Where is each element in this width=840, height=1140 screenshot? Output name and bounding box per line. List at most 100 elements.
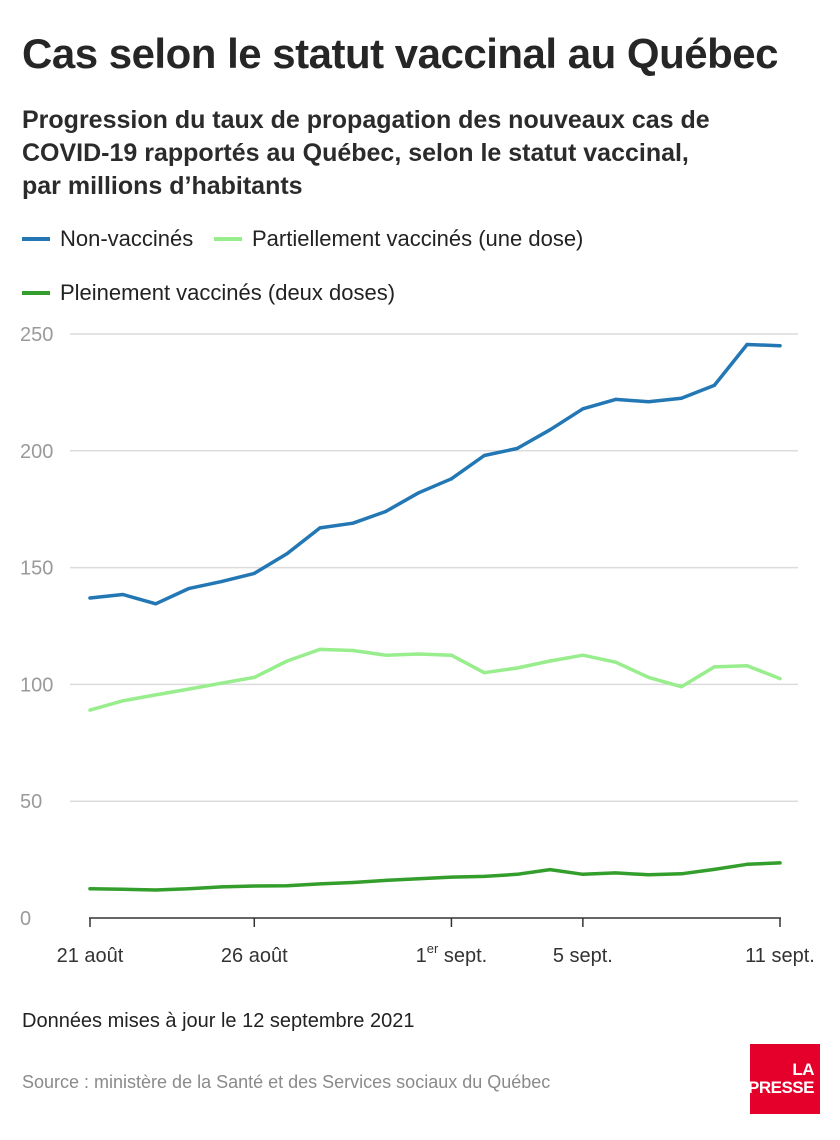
data-point bbox=[416, 491, 421, 495]
legend-item-non-vaccines: Non-vaccinés bbox=[22, 226, 193, 252]
grid: 0 50 100 150 200 250 bbox=[20, 324, 798, 930]
data-point bbox=[351, 521, 355, 525]
data-point bbox=[318, 647, 322, 651]
data-point bbox=[482, 671, 486, 675]
data-point bbox=[646, 400, 651, 404]
data-point bbox=[614, 871, 618, 875]
data-point bbox=[778, 676, 782, 681]
data-point bbox=[745, 664, 749, 668]
y-tick-label: 250 bbox=[20, 324, 53, 346]
data-point bbox=[285, 884, 289, 888]
data-point bbox=[745, 862, 749, 866]
data-point bbox=[449, 477, 454, 481]
data-point bbox=[154, 602, 158, 606]
data-point bbox=[548, 428, 552, 432]
y-tick-label: 200 bbox=[20, 441, 53, 463]
data-point bbox=[679, 872, 684, 876]
data-point bbox=[581, 653, 585, 657]
legend-label: Pleinement vaccinés (deux doses) bbox=[60, 280, 396, 305]
data-point bbox=[745, 342, 749, 347]
data-point bbox=[88, 887, 92, 891]
y-tick-label: 50 bbox=[20, 791, 42, 813]
data-point bbox=[449, 653, 454, 657]
data-point bbox=[318, 882, 322, 886]
data-point bbox=[384, 509, 388, 514]
series-line-2 bbox=[88, 861, 782, 892]
legend-swatch bbox=[22, 237, 50, 241]
data-point bbox=[351, 880, 355, 885]
legend-item-partiellement-vaccines: Partiellement vaccinés (une dose) bbox=[214, 226, 583, 252]
data-point bbox=[252, 675, 256, 679]
data-point bbox=[515, 446, 519, 451]
data-point bbox=[614, 397, 618, 402]
x-tick-label: 21 août bbox=[57, 945, 124, 967]
data-point bbox=[646, 873, 651, 877]
y-tick-label: 100 bbox=[20, 674, 53, 696]
data-point bbox=[219, 681, 224, 685]
x-tick-label: 1er sept. bbox=[416, 941, 488, 967]
data-point bbox=[88, 596, 92, 600]
series-line-0 bbox=[88, 342, 782, 606]
x-axis: 21 août 26 août 1er sept. 5 sept. 11 sept. bbox=[57, 917, 815, 967]
line-chart: 0 50 100 150 200 250 21 août 26 août 1er sept. 5… bbox=[20, 324, 815, 967]
data-point bbox=[712, 383, 716, 387]
legend-swatch bbox=[22, 291, 50, 295]
legend-swatch bbox=[214, 237, 242, 241]
data-point bbox=[449, 875, 454, 879]
data-point bbox=[88, 708, 92, 712]
x-tick-label: 26 août bbox=[221, 945, 288, 967]
data-point bbox=[581, 407, 585, 411]
la-presse-logo: LA PRESSE bbox=[748, 1044, 820, 1114]
data-point bbox=[581, 872, 585, 876]
data-point bbox=[482, 453, 486, 458]
data-point bbox=[186, 887, 191, 891]
data-point bbox=[121, 887, 125, 891]
chart-subtitle: Progression du taux de propagation des n… bbox=[22, 106, 710, 200]
data-point bbox=[154, 693, 158, 697]
data-point bbox=[121, 699, 125, 703]
data-point bbox=[252, 571, 256, 576]
data-point bbox=[219, 580, 224, 584]
y-tick-label: 150 bbox=[20, 558, 53, 580]
data-point bbox=[515, 872, 519, 876]
data-point bbox=[154, 888, 158, 892]
data-point bbox=[186, 587, 191, 591]
data-point bbox=[712, 867, 716, 872]
data-point bbox=[482, 874, 486, 879]
data-point bbox=[252, 884, 256, 888]
data-point bbox=[285, 659, 289, 663]
x-tick-label: 11 sept. bbox=[745, 945, 815, 967]
data-point bbox=[778, 861, 782, 865]
data-point bbox=[186, 687, 191, 691]
chart-title: Cas selon le statut vaccinal au Québec bbox=[22, 30, 778, 77]
x-tick-label: 5 sept. bbox=[553, 945, 613, 967]
update-note: Données mises à jour le 12 septembre 202… bbox=[22, 1010, 415, 1032]
data-point bbox=[548, 868, 552, 872]
legend-item-pleinement-vaccines: Pleinement vaccinés (deux doses) bbox=[22, 280, 395, 306]
logo-line-1: LA bbox=[792, 1060, 814, 1079]
legend-label: Non-vaccinés bbox=[60, 226, 194, 251]
data-point bbox=[384, 878, 388, 882]
data-point bbox=[679, 396, 684, 400]
data-point bbox=[351, 648, 355, 653]
data-point bbox=[778, 344, 782, 348]
data-point bbox=[384, 653, 388, 657]
data-point bbox=[548, 659, 552, 663]
y-tick-label: 0 bbox=[20, 908, 31, 930]
data-point bbox=[219, 885, 224, 889]
logo-line-2: PRESSE bbox=[748, 1078, 814, 1097]
data-point bbox=[416, 652, 421, 656]
data-point bbox=[416, 877, 421, 881]
series-line-1 bbox=[88, 647, 782, 712]
data-point bbox=[285, 551, 289, 556]
data-point bbox=[121, 592, 125, 597]
source-note: Source : ministère de la Santé et des Se… bbox=[22, 1072, 551, 1092]
series-lines bbox=[88, 342, 782, 892]
data-point bbox=[712, 665, 716, 669]
data-point bbox=[318, 526, 322, 530]
legend-label: Partiellement vaccinés (une dose) bbox=[252, 226, 584, 251]
data-point bbox=[679, 685, 684, 689]
data-point bbox=[515, 666, 519, 670]
data-point bbox=[646, 675, 651, 679]
data-point bbox=[614, 660, 618, 664]
